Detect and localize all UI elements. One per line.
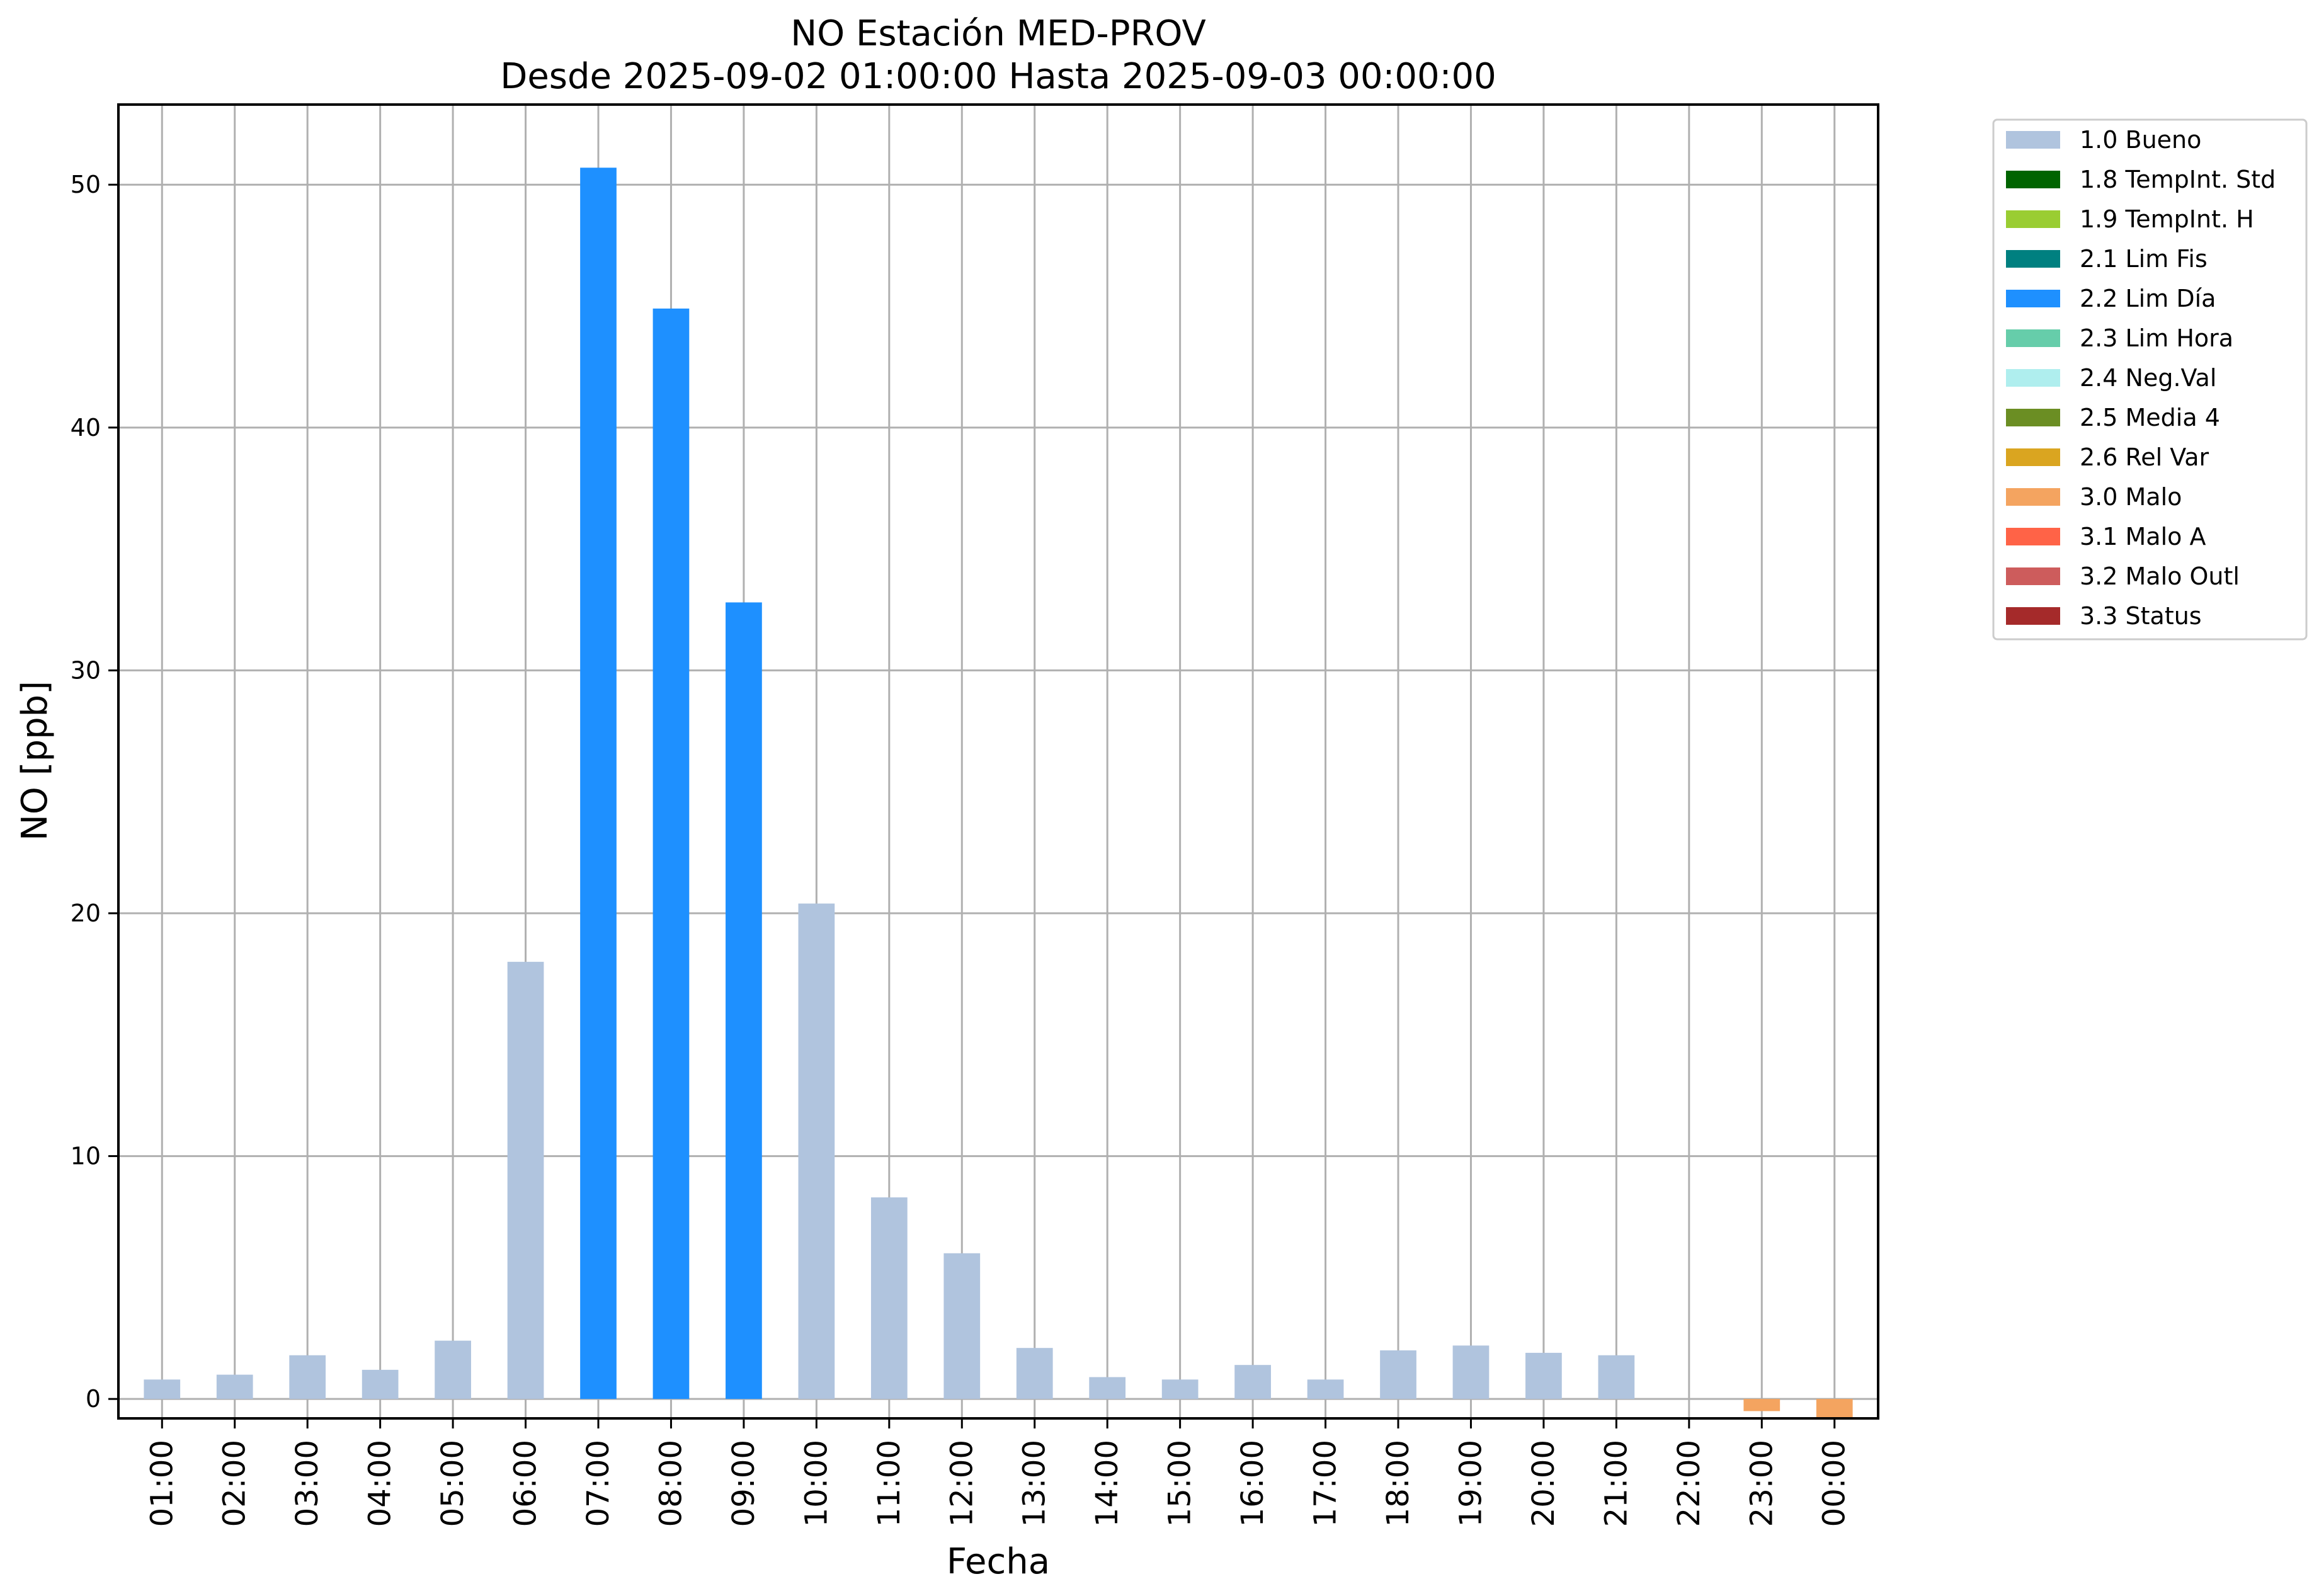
bar bbox=[144, 1379, 181, 1399]
x-tick-label: 03:00 bbox=[290, 1440, 325, 1527]
legend: 1.0 Bueno 1.8 TempInt. Std 1.9 TempInt. H 2… bbox=[1992, 118, 2308, 641]
bar bbox=[798, 903, 835, 1399]
x-tick-label: 15:00 bbox=[1163, 1440, 1198, 1527]
legend-swatch bbox=[2006, 250, 2060, 268]
x-tick-label: 13:00 bbox=[1017, 1440, 1052, 1527]
x-tick-label: 00:00 bbox=[1817, 1440, 1852, 1527]
x-tick-label: 17:00 bbox=[1308, 1440, 1343, 1527]
legend-swatch bbox=[2006, 567, 2060, 585]
bar bbox=[1307, 1379, 1344, 1399]
legend-label: 2.5 Media 4 bbox=[2080, 404, 2220, 431]
legend-swatch bbox=[2006, 329, 2060, 347]
x-tick-label: 22:00 bbox=[1672, 1440, 1707, 1527]
bar bbox=[1598, 1355, 1635, 1399]
chart-title: NO Estación MED-PROV bbox=[790, 13, 1206, 54]
x-tick-label: 11:00 bbox=[872, 1440, 907, 1527]
chart-subtitle: Desde 2025-09-02 01:00:00 Hasta 2025-09-… bbox=[500, 56, 1496, 97]
legend-items: 1.0 Bueno 1.8 TempInt. Std 1.9 TempInt. H 2… bbox=[2006, 126, 2276, 630]
x-tick-label: 12:00 bbox=[944, 1440, 979, 1527]
legend-label: 3.2 Malo Outl bbox=[2080, 562, 2240, 590]
bar bbox=[1016, 1348, 1053, 1399]
grid bbox=[118, 105, 1878, 1418]
bars bbox=[144, 168, 1853, 1418]
legend-swatch bbox=[2006, 210, 2060, 228]
bar bbox=[1816, 1399, 1853, 1418]
legend-label: 2.4 Neg.Val bbox=[2080, 364, 2216, 392]
y-tick-label: 0 bbox=[86, 1385, 101, 1413]
legend-label: 1.9 TempInt. H bbox=[2080, 205, 2254, 233]
legend-label: 1.0 Bueno bbox=[2080, 126, 2201, 154]
x-tick-label: 04:00 bbox=[363, 1440, 398, 1527]
legend-label: 2.1 Lim Fis bbox=[2080, 245, 2208, 273]
x-tick-label: 20:00 bbox=[1526, 1440, 1561, 1527]
bar bbox=[870, 1197, 908, 1399]
bar bbox=[1234, 1365, 1271, 1399]
x-tick-label: 10:00 bbox=[799, 1440, 834, 1527]
y-tick-label: 10 bbox=[71, 1143, 101, 1170]
x-tick-label: 01:00 bbox=[144, 1440, 179, 1527]
bar bbox=[652, 308, 690, 1399]
bar bbox=[1089, 1377, 1126, 1399]
x-tick-label: 09:00 bbox=[726, 1440, 761, 1527]
x-tick-label: 08:00 bbox=[653, 1440, 688, 1527]
x-tick-label: 05:00 bbox=[435, 1440, 470, 1527]
bar bbox=[362, 1369, 399, 1399]
legend-label: 3.1 Malo A bbox=[2080, 523, 2206, 550]
legend-label: 1.8 TempInt. Std bbox=[2080, 166, 2276, 193]
y-tick-label: 30 bbox=[71, 656, 101, 684]
legend-swatch bbox=[2006, 488, 2060, 506]
x-tick-label: 16:00 bbox=[1235, 1440, 1270, 1527]
bar bbox=[1743, 1399, 1781, 1411]
bar bbox=[289, 1355, 326, 1399]
x-tick-label: 18:00 bbox=[1381, 1440, 1416, 1527]
bar bbox=[726, 602, 762, 1399]
x-tick-label: 02:00 bbox=[217, 1440, 253, 1527]
legend-swatch bbox=[2006, 607, 2060, 625]
bar bbox=[216, 1374, 253, 1399]
y-tick-label: 20 bbox=[71, 899, 101, 927]
x-tick-label: 19:00 bbox=[1453, 1440, 1488, 1527]
x-tick-label: 21:00 bbox=[1598, 1440, 1634, 1527]
bar bbox=[435, 1340, 471, 1399]
y-tick-label: 50 bbox=[71, 171, 101, 198]
bar bbox=[943, 1253, 981, 1399]
y-axis-label: NO [ppb] bbox=[14, 681, 55, 841]
plot-frame bbox=[117, 103, 1879, 1420]
x-tick-label: 07:00 bbox=[581, 1440, 616, 1527]
legend-frame bbox=[1992, 118, 2308, 641]
legend-label: 2.6 Rel Var bbox=[2080, 443, 2209, 471]
legend-label: 3.3 Status bbox=[2080, 602, 2202, 630]
bar bbox=[580, 168, 617, 1399]
x-axis-label: Fecha bbox=[947, 1541, 1050, 1582]
legend-label: 3.0 Malo bbox=[2080, 483, 2182, 511]
y-tick-label: 40 bbox=[71, 414, 101, 442]
bar bbox=[507, 962, 544, 1399]
legend-swatch bbox=[2006, 528, 2060, 545]
ticks: 01:00 02:00 03:00 04:00 05:00 06:00 07:00 08:00… bbox=[71, 171, 1852, 1527]
legend-swatch bbox=[2006, 131, 2060, 149]
legend-label: 2.3 Lim Hora bbox=[2080, 324, 2233, 352]
legend-swatch bbox=[2006, 171, 2060, 188]
legend-swatch bbox=[2006, 448, 2060, 466]
bar bbox=[1380, 1350, 1416, 1399]
bar bbox=[1452, 1345, 1490, 1399]
x-tick-label: 14:00 bbox=[1090, 1440, 1125, 1527]
bar bbox=[1161, 1379, 1199, 1399]
legend-swatch bbox=[2006, 409, 2060, 426]
legend-swatch bbox=[2006, 290, 2060, 307]
bar bbox=[1525, 1352, 1562, 1399]
x-tick-label: 23:00 bbox=[1744, 1440, 1779, 1527]
x-tick-label: 06:00 bbox=[508, 1440, 544, 1527]
legend-swatch bbox=[2006, 369, 2060, 387]
legend-label: 2.2 Lim Día bbox=[2080, 285, 2216, 312]
